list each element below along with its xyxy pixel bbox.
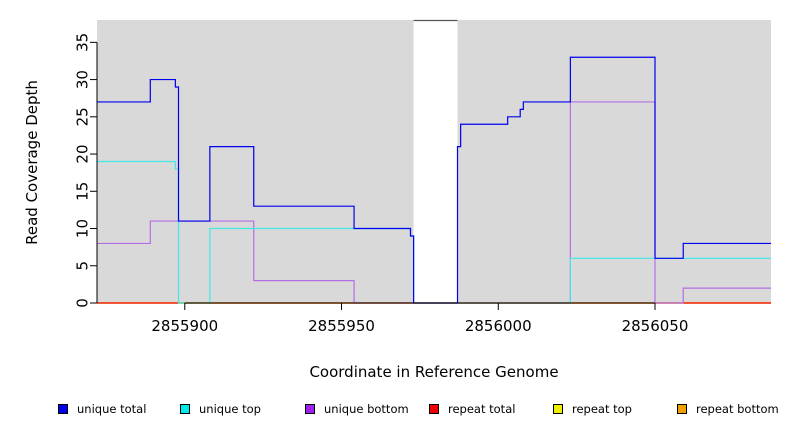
legend-item-repeat-bottom: repeat bottom	[677, 400, 779, 418]
legend-label-unique-top: unique top	[199, 402, 261, 416]
y-tick-label: 5	[73, 261, 91, 271]
x-axis: 2855900 2855950 2856000 2856050	[151, 302, 689, 335]
y-tick-label: 25	[73, 107, 91, 126]
y-tick-label: 20	[73, 145, 91, 164]
legend-item-repeat-total: repeat total	[429, 400, 515, 418]
legend-swatch-repeat-top	[553, 404, 563, 414]
legend-swatch-unique-total	[58, 404, 68, 414]
legend-item-unique-bottom: unique bottom	[305, 400, 409, 418]
legend-item-repeat-top: repeat top	[553, 400, 632, 418]
x-tick-label: 2855950	[308, 317, 375, 335]
y-tick-label: 15	[73, 182, 91, 201]
legend-swatch-repeat-bottom	[677, 404, 687, 414]
legend-swatch-repeat-total	[429, 404, 439, 414]
x-tick-label: 2855900	[151, 317, 218, 335]
y-tick-label: 35	[73, 33, 91, 52]
x-tick-label: 2856050	[622, 317, 689, 335]
y-tick-label: 30	[73, 70, 91, 89]
y-axis: 0 5 10 15 20 25 30 35	[73, 33, 98, 308]
legend-label-unique-bottom: unique bottom	[324, 402, 409, 416]
legend-label-repeat-top: repeat top	[572, 402, 632, 416]
legend-label-repeat-total: repeat total	[448, 402, 516, 416]
y-tick-label: 10	[73, 219, 91, 238]
legend-label-repeat-bottom: repeat bottom	[696, 402, 779, 416]
gap-layer	[413, 20, 458, 303]
y-tick-label: 0	[73, 298, 91, 308]
x-tick-label: 2856000	[465, 317, 532, 335]
legend-swatch-unique-top	[180, 404, 190, 414]
legend-label-unique-total: unique total	[77, 402, 147, 416]
y-axis-label: Read Coverage Depth	[23, 80, 41, 245]
legend-item-unique-top: unique top	[180, 400, 261, 418]
legend-swatch-unique-bottom	[305, 404, 315, 414]
legend: unique total unique top unique bottom repea…	[0, 400, 792, 418]
legend-item-unique-total: unique total	[58, 400, 146, 418]
x-axis-label: Coordinate in Reference Genome	[309, 363, 558, 381]
gap-region	[413, 20, 458, 303]
